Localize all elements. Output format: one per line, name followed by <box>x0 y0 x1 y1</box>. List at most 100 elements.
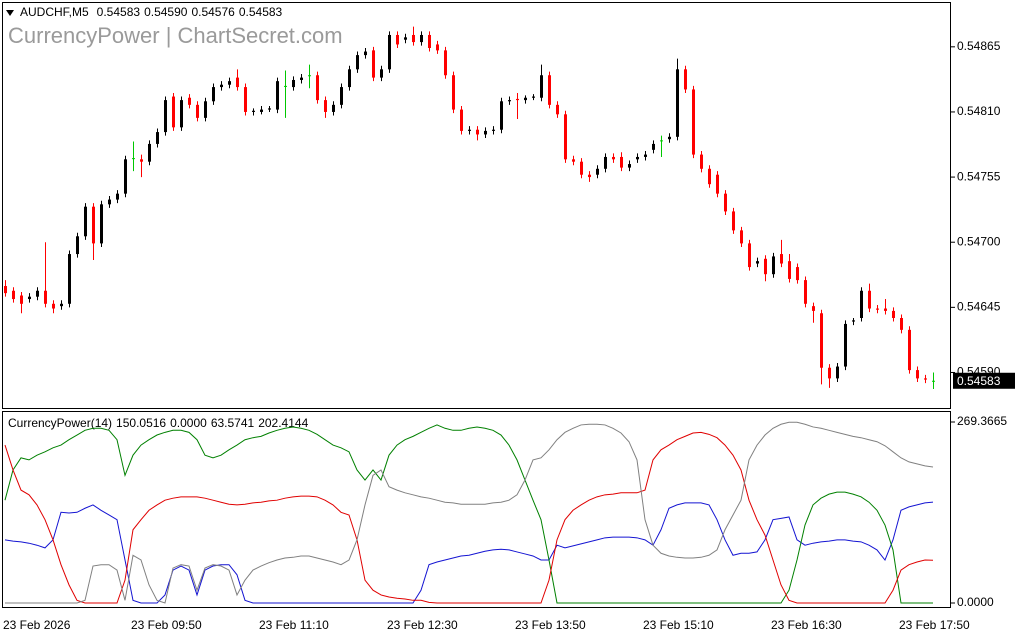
y-tick-label: 0.54810 <box>957 104 1001 118</box>
menu-triangle <box>6 10 14 16</box>
candle-body <box>484 130 487 135</box>
candle-body <box>780 254 783 264</box>
candle-body <box>188 97 191 105</box>
candle-body <box>428 34 431 48</box>
candle-body <box>796 267 799 281</box>
candle-body <box>540 75 543 98</box>
candle-body <box>372 50 375 78</box>
candle-body <box>388 34 391 70</box>
candle-body <box>804 280 807 304</box>
candle-body <box>860 290 863 318</box>
indicator-pane <box>2 411 951 608</box>
candle-body <box>292 79 295 88</box>
candle-body <box>652 143 655 150</box>
candle-body <box>180 100 183 128</box>
candle-body <box>884 308 887 311</box>
candle-body <box>932 380 935 382</box>
y-tick-label: 0.54755 <box>957 169 1001 183</box>
candle-body <box>60 303 63 307</box>
candle-body <box>140 159 143 162</box>
candle-body <box>348 69 351 88</box>
indicator-line <box>4 424 933 604</box>
candle-body <box>788 261 791 279</box>
candle-body <box>228 81 231 85</box>
candle-body <box>532 96 535 98</box>
y-tick-label: 0.0000 <box>957 595 994 609</box>
indicator-readout: 0.0000 <box>170 416 207 430</box>
y-tick-label: 0.54865 <box>957 39 1001 53</box>
last-price-label: 0.54583 <box>957 374 1001 388</box>
symbol: AUDCHF,M5 <box>20 5 89 19</box>
candle-body <box>868 290 871 309</box>
candle-body <box>492 129 495 131</box>
candle-body <box>44 290 47 304</box>
candle-body <box>108 199 111 205</box>
candle-body <box>324 100 327 112</box>
candle-body <box>380 69 383 78</box>
candle-body <box>908 329 911 371</box>
candle-body <box>476 129 479 135</box>
candle-body <box>732 211 735 231</box>
candle-body <box>204 101 207 118</box>
candle-body <box>452 75 455 110</box>
watermark: CurrencyPower | ChartSecret.com <box>8 23 343 48</box>
x-tick-label: 23 Feb 13:50 <box>515 618 586 632</box>
indicator-title: CurrencyPower(14) <box>8 416 112 430</box>
candle-body <box>412 34 415 43</box>
candle-body <box>668 136 671 140</box>
readout-close: 0.54583 <box>239 5 283 19</box>
candle-body <box>460 109 463 131</box>
candle-body <box>564 114 567 160</box>
x-tick-label: 23 Feb 2026 <box>3 618 71 632</box>
indicator-readout: 63.5741 <box>211 416 255 430</box>
indicator-readout: 150.0516 <box>116 416 166 430</box>
candle-body <box>236 77 239 88</box>
candle-body <box>892 310 895 318</box>
candle-body <box>508 100 511 102</box>
y-tick-label: 0.54700 <box>957 234 1001 248</box>
x-tick-label: 23 Feb 15:10 <box>643 618 714 632</box>
indicator-line <box>4 501 934 604</box>
candle-body <box>612 156 615 160</box>
indicator-line <box>4 431 934 604</box>
candle-body <box>260 109 263 112</box>
readout-open: 0.54583 <box>97 5 141 19</box>
candle-body <box>76 236 79 255</box>
chart-header: AUDCHF,M5 0.54583 0.54590 0.54576 0.54583 <box>20 5 283 19</box>
candle-body <box>660 140 663 142</box>
candle-body <box>52 303 55 309</box>
x-tick-label: 23 Feb 11:10 <box>259 618 329 632</box>
candle-body <box>196 104 199 118</box>
candle-body <box>756 261 759 264</box>
candle-body <box>852 320 855 322</box>
readout-high: 0.54590 <box>144 5 188 19</box>
candle-body <box>92 206 95 244</box>
candle-body <box>28 296 31 300</box>
readout-low: 0.54576 <box>191 5 235 19</box>
candle-body <box>36 290 39 297</box>
candle-body <box>828 367 831 379</box>
candle-body <box>124 159 127 194</box>
indicator-line <box>5 421 934 604</box>
candle-body <box>516 98 519 101</box>
candle-body <box>340 87 343 105</box>
candle-body <box>876 308 879 310</box>
last-price-box <box>953 372 1015 389</box>
candle-body <box>332 104 335 112</box>
candle-body <box>156 132 159 144</box>
candle-body <box>316 75 319 101</box>
candle-body <box>84 206 87 237</box>
candle-body <box>628 164 631 168</box>
candle-body <box>924 378 927 380</box>
candle-body <box>836 366 839 379</box>
candle-body <box>500 101 503 130</box>
candle-body <box>220 84 223 88</box>
candle-body <box>12 290 15 300</box>
candle-body <box>308 75 311 77</box>
candle-body <box>644 154 647 157</box>
candle-body <box>284 85 287 87</box>
indicator-readout: 202.4144 <box>258 416 308 430</box>
candle-body <box>356 55 359 70</box>
candle-body <box>748 243 751 268</box>
